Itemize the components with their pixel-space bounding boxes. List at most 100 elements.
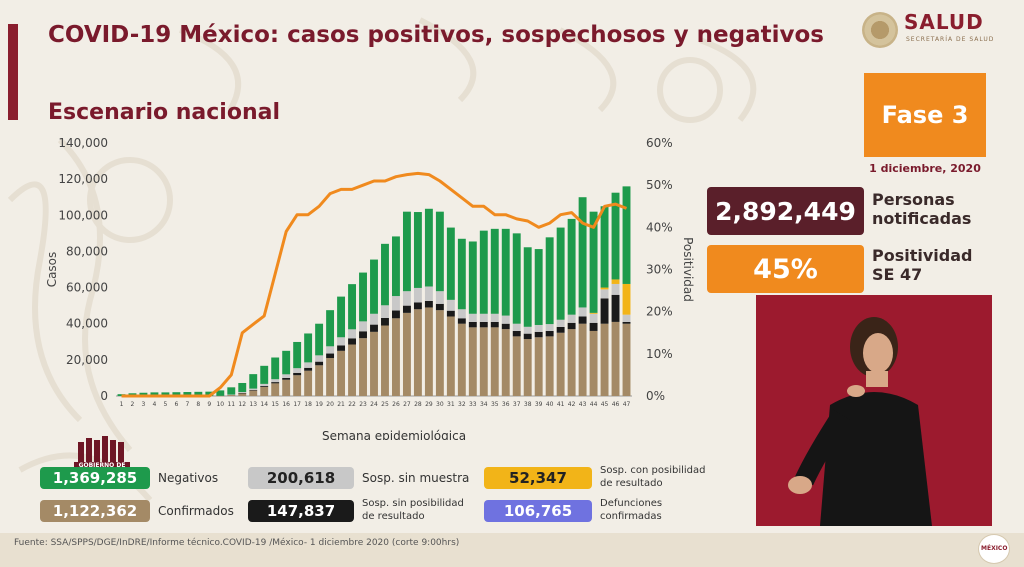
positividad-label: Positividad SE 47 xyxy=(872,246,972,284)
bar-segment xyxy=(370,331,378,396)
bar-segment xyxy=(304,370,313,396)
negativos-value: 1,369,285 xyxy=(40,467,150,489)
bar-segment xyxy=(479,230,488,314)
y2-axis-title: Positividad xyxy=(681,237,695,302)
bar-segment xyxy=(392,318,400,396)
bar-segment xyxy=(611,283,620,295)
bar-segment xyxy=(370,324,378,332)
bar-segment xyxy=(490,327,499,396)
bar-segment xyxy=(249,390,258,391)
x-tick-label: 11 xyxy=(227,401,235,408)
bar-segment xyxy=(545,324,554,331)
bar-segment xyxy=(381,325,389,396)
x-tick-label: 9 xyxy=(207,401,211,408)
phase-badge: Fase 3 xyxy=(864,73,986,157)
bar-segment xyxy=(424,286,433,301)
x-tick-label: 2 xyxy=(131,401,135,408)
bar-segment xyxy=(337,296,346,338)
bar-segment xyxy=(567,218,576,315)
bar-segment xyxy=(282,374,291,378)
bar-segment xyxy=(479,313,488,322)
bar-segment xyxy=(370,259,378,314)
sosp-sin-posib-line1: Sosp. sin posibilidad xyxy=(362,498,464,509)
bar-segment xyxy=(479,327,488,396)
x-tick-label: 7 xyxy=(185,401,189,408)
salud-logo-text: SALUD xyxy=(904,10,984,34)
bar-segment xyxy=(326,353,335,359)
bar-segment xyxy=(523,247,532,327)
x-tick-label: 13 xyxy=(249,401,257,408)
x-tick-label: 14 xyxy=(260,401,268,408)
bar-segment xyxy=(337,337,346,346)
bar-segment xyxy=(227,394,236,396)
x-tick-label: 26 xyxy=(392,401,400,408)
bar-segment xyxy=(402,305,411,313)
bar-segment xyxy=(381,305,389,318)
bar-segment xyxy=(457,238,466,310)
sosp-con-posib-line1: Sosp. con posibilidad xyxy=(600,465,706,476)
bar-segment xyxy=(490,228,499,314)
bar-segment xyxy=(578,323,587,396)
bar-segment xyxy=(293,368,302,373)
bar-segment xyxy=(545,336,554,396)
title-accent-bar xyxy=(8,24,18,120)
x-tick-label: 15 xyxy=(271,401,279,408)
bar-segment xyxy=(468,321,477,328)
bar-segment xyxy=(183,392,192,396)
bar-segment xyxy=(337,345,346,351)
interpreter-figure xyxy=(788,317,932,526)
bar-segment xyxy=(578,316,587,324)
x-tick-label: 45 xyxy=(601,401,609,408)
bar-segment xyxy=(304,367,313,371)
bar-segment xyxy=(282,379,291,396)
bar-segment xyxy=(490,321,499,328)
x-tick-label: 20 xyxy=(326,401,334,408)
bar-segment xyxy=(589,211,598,313)
y2-tick-label: 40% xyxy=(646,220,673,234)
bar-segment xyxy=(194,391,203,396)
bar-segment xyxy=(556,227,565,320)
bar-segment xyxy=(457,309,466,319)
bar-segment xyxy=(622,321,631,324)
x-tick-label: 32 xyxy=(458,401,466,408)
bar-segment xyxy=(359,321,367,332)
bar-segment xyxy=(501,323,510,330)
report-date: 1 diciembre, 2020 xyxy=(869,162,981,175)
x-tick-label: 1 xyxy=(120,401,124,408)
bar-segment xyxy=(435,310,444,396)
bar-segment xyxy=(216,395,225,397)
bar-segment xyxy=(402,291,411,306)
negativos-label: Negativos xyxy=(158,471,219,485)
x-tick-label: 12 xyxy=(238,401,246,408)
source-footnote: Fuente: SSA/SPPS/DGE/InDRE/Informe técni… xyxy=(14,538,460,548)
personas-label-line1: Personas xyxy=(872,190,955,209)
bar-segment xyxy=(326,310,335,347)
bar-segment xyxy=(622,314,631,322)
x-tick-label: 39 xyxy=(535,401,543,408)
y-tick-label: 80,000 xyxy=(66,244,108,258)
x-tick-label: 33 xyxy=(469,401,477,408)
bar-segment xyxy=(622,283,631,315)
bar-segment xyxy=(578,307,587,317)
bar-segment xyxy=(589,322,598,331)
y-tick-label: 20,000 xyxy=(66,353,108,367)
sosp-sin-muestra-value: 200,618 xyxy=(248,467,354,489)
bar-segment xyxy=(304,362,313,368)
bar-segment xyxy=(216,390,225,396)
bar-segment xyxy=(446,310,455,317)
bar-segment xyxy=(468,313,477,322)
x-tick-label: 44 xyxy=(590,401,598,408)
bar-segment xyxy=(512,330,521,337)
seal-icon xyxy=(862,12,898,48)
bar-segment xyxy=(512,323,521,331)
x-tick-label: 34 xyxy=(480,401,488,408)
bar-segment xyxy=(227,387,236,395)
sosp-con-posibilidad-value: 52,347 xyxy=(484,467,592,489)
positividad-line xyxy=(121,171,628,398)
y2-tick-label: 30% xyxy=(646,263,673,277)
y2-tick-label: 10% xyxy=(646,347,673,361)
y-tick-label: 60,000 xyxy=(66,281,108,295)
bar-segment xyxy=(359,272,367,322)
bar-segment xyxy=(293,375,302,396)
